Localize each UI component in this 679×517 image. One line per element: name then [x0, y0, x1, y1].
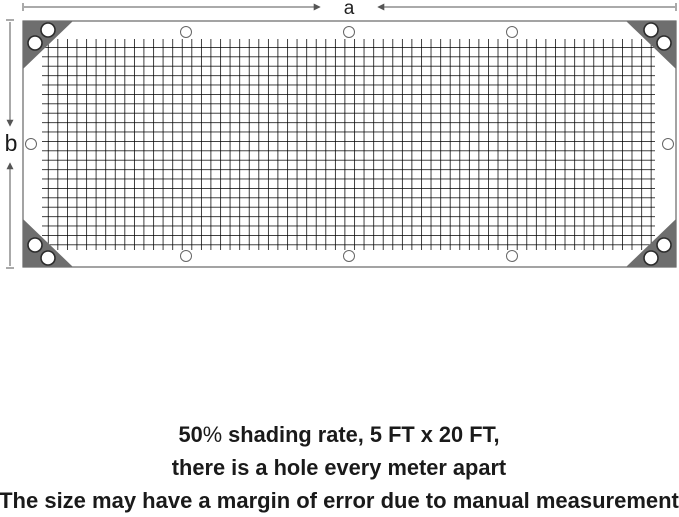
svg-text:there is a hole every meter ap: there is a hole every meter apart	[172, 455, 506, 480]
svg-text:50% shading rate, 5 FT x 20 F: 50% shading rate, 5 FT x 20 FT,	[178, 422, 499, 447]
svg-text:b: b	[5, 130, 18, 156]
svg-text:The size may have a margin o: The size may have a margin of error due …	[0, 488, 679, 513]
svg-text:a: a	[344, 0, 355, 19]
